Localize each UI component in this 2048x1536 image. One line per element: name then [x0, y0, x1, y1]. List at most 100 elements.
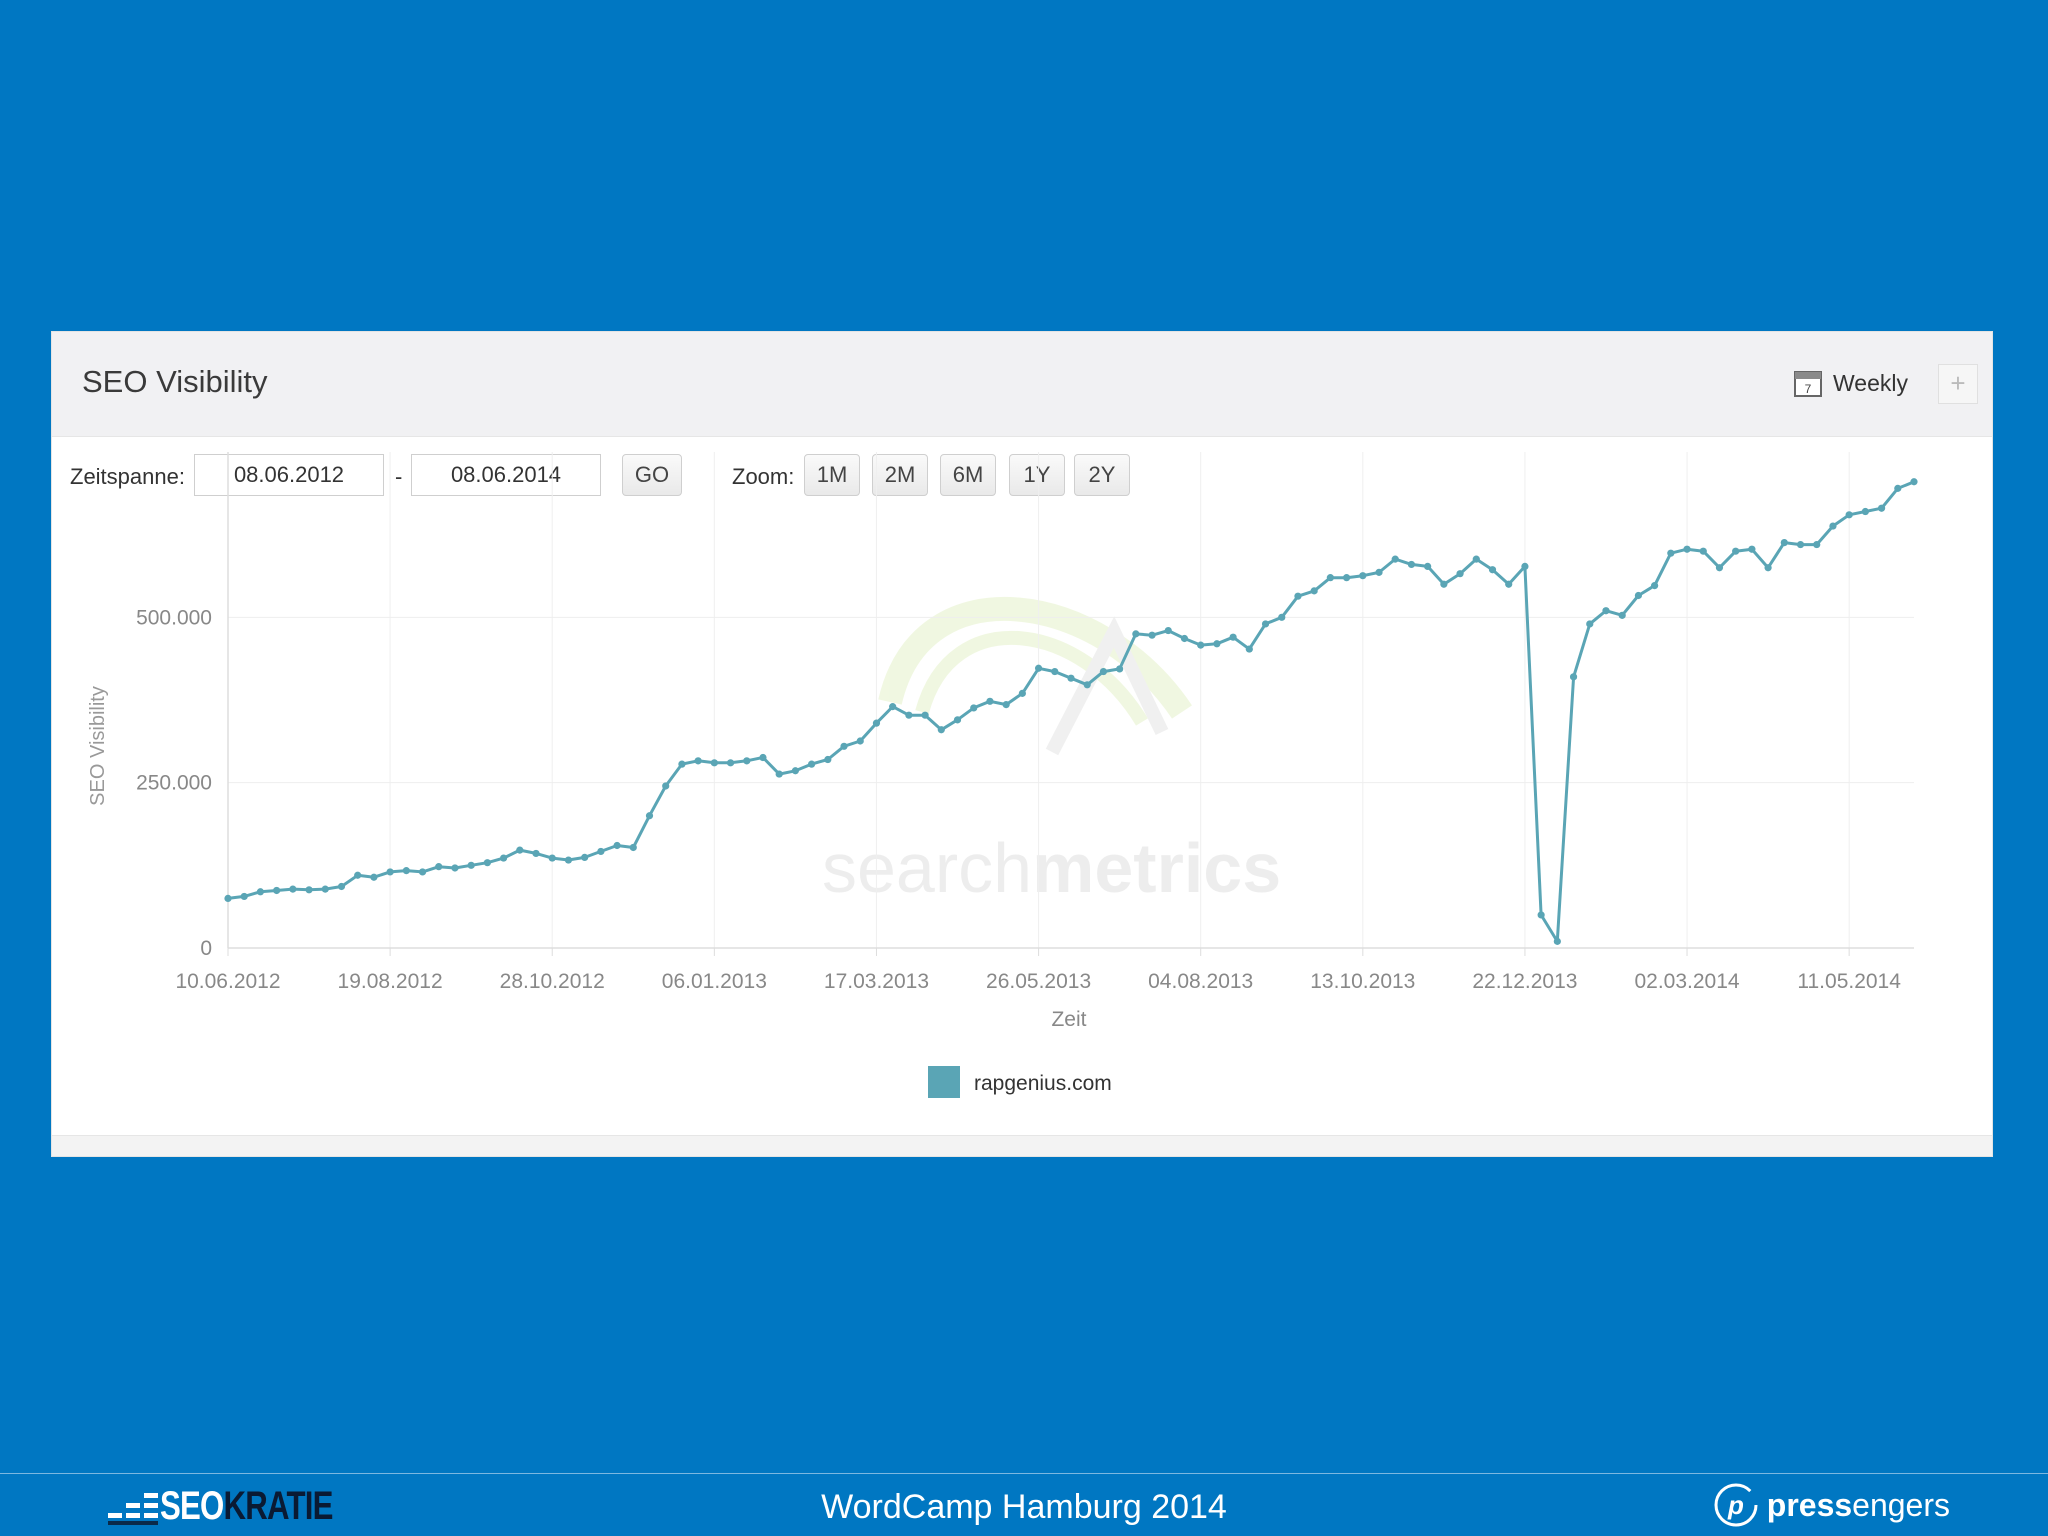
- data-point[interactable]: [1764, 564, 1772, 572]
- date-from-input[interactable]: [194, 454, 384, 496]
- date-to-input[interactable]: [411, 454, 601, 496]
- data-point[interactable]: [1099, 667, 1108, 676]
- data-point[interactable]: [289, 885, 297, 893]
- data-point[interactable]: [1602, 607, 1610, 615]
- zoom-2m-button[interactable]: 2M: [872, 454, 928, 496]
- data-point[interactable]: [564, 856, 573, 864]
- data-point[interactable]: [921, 711, 929, 719]
- data-point[interactable]: [1197, 641, 1205, 649]
- data-point[interactable]: [1051, 667, 1059, 676]
- data-point[interactable]: [1910, 478, 1918, 486]
- data-point[interactable]: [775, 770, 783, 778]
- data-point[interactable]: [548, 854, 556, 862]
- data-point[interactable]: [354, 871, 362, 879]
- data-point[interactable]: [467, 861, 475, 869]
- data-point[interactable]: [1732, 547, 1740, 555]
- data-point[interactable]: [499, 854, 508, 862]
- data-point[interactable]: [1618, 611, 1626, 619]
- data-point[interactable]: [1034, 664, 1043, 672]
- data-point[interactable]: [516, 846, 524, 854]
- data-point[interactable]: [581, 853, 589, 861]
- data-point[interactable]: [305, 886, 313, 894]
- data-point[interactable]: [1780, 539, 1788, 547]
- data-point[interactable]: [1472, 555, 1480, 563]
- data-point[interactable]: [273, 886, 281, 895]
- data-point[interactable]: [224, 894, 232, 903]
- data-point[interactable]: [824, 755, 832, 764]
- data-point[interactable]: [1180, 634, 1189, 643]
- data-point[interactable]: [1894, 484, 1902, 492]
- zoom-6m-button[interactable]: 6M: [940, 454, 996, 496]
- data-point[interactable]: [1278, 613, 1286, 621]
- data-point[interactable]: [386, 868, 394, 876]
- data-point[interactable]: [1845, 511, 1853, 519]
- data-point[interactable]: [1326, 574, 1334, 582]
- legend-swatch[interactable]: [928, 1066, 960, 1098]
- data-point[interactable]: [1569, 673, 1578, 681]
- data-point[interactable]: [1067, 674, 1075, 682]
- data-point[interactable]: [905, 711, 913, 719]
- data-point[interactable]: [662, 782, 670, 790]
- data-point[interactable]: [726, 759, 735, 767]
- zoom-2y-button[interactable]: 2Y: [1074, 454, 1130, 496]
- zoom-1y-button[interactable]: 1Y: [1009, 454, 1065, 496]
- data-point[interactable]: [321, 885, 329, 893]
- data-point[interactable]: [872, 719, 881, 727]
- data-point[interactable]: [1310, 587, 1318, 595]
- data-point[interactable]: [645, 812, 654, 820]
- data-point[interactable]: [1683, 545, 1691, 553]
- data-point[interactable]: [435, 863, 443, 871]
- data-point[interactable]: [1634, 591, 1643, 600]
- data-point[interactable]: [1213, 640, 1221, 648]
- data-point[interactable]: [1537, 911, 1545, 919]
- data-point[interactable]: [1813, 540, 1821, 549]
- data-point[interactable]: [337, 882, 346, 891]
- data-point[interactable]: [1521, 562, 1529, 571]
- data-point[interactable]: [1132, 630, 1140, 638]
- data-point[interactable]: [1796, 540, 1805, 549]
- go-button[interactable]: GO: [622, 454, 682, 496]
- add-button[interactable]: +: [1938, 364, 1978, 404]
- data-point[interactable]: [759, 753, 767, 762]
- data-point[interactable]: [856, 737, 864, 745]
- data-point[interactable]: [1391, 555, 1399, 563]
- data-point[interactable]: [613, 841, 621, 850]
- data-point[interactable]: [1440, 580, 1448, 588]
- data-point[interactable]: [1375, 568, 1383, 576]
- data-point[interactable]: [1651, 581, 1659, 590]
- data-point[interactable]: [986, 697, 994, 705]
- data-point[interactable]: [1505, 580, 1513, 588]
- data-point[interactable]: [970, 704, 978, 712]
- data-point[interactable]: [1261, 620, 1270, 628]
- data-point[interactable]: [597, 847, 605, 856]
- data-point[interactable]: [808, 760, 816, 768]
- data-point[interactable]: [1586, 620, 1594, 628]
- data-point[interactable]: [889, 703, 897, 711]
- data-point[interactable]: [1164, 626, 1172, 635]
- data-point[interactable]: [1002, 701, 1010, 709]
- data-point[interactable]: [1116, 665, 1124, 673]
- data-point[interactable]: [1699, 547, 1707, 555]
- data-point[interactable]: [1861, 507, 1869, 516]
- data-point[interactable]: [532, 849, 540, 858]
- data-point[interactable]: [256, 888, 265, 896]
- data-point[interactable]: [1829, 522, 1837, 530]
- data-point[interactable]: [840, 742, 848, 750]
- data-point[interactable]: [1359, 572, 1367, 580]
- data-point[interactable]: [1488, 566, 1497, 574]
- zoom-1m-button[interactable]: 1M: [804, 454, 860, 496]
- legend-label[interactable]: rapgenius.com: [974, 1072, 1112, 1095]
- data-point[interactable]: [1148, 631, 1156, 639]
- data-point[interactable]: [1715, 564, 1724, 572]
- data-point[interactable]: [710, 759, 718, 767]
- data-point[interactable]: [1553, 937, 1561, 945]
- data-point[interactable]: [1018, 689, 1026, 697]
- data-point[interactable]: [743, 757, 751, 765]
- data-point[interactable]: [1748, 545, 1756, 553]
- data-point[interactable]: [483, 859, 491, 867]
- data-point[interactable]: [370, 873, 378, 881]
- data-point[interactable]: [1245, 645, 1253, 653]
- data-point[interactable]: [1667, 549, 1675, 557]
- data-point[interactable]: [1294, 592, 1302, 600]
- data-point[interactable]: [629, 843, 637, 852]
